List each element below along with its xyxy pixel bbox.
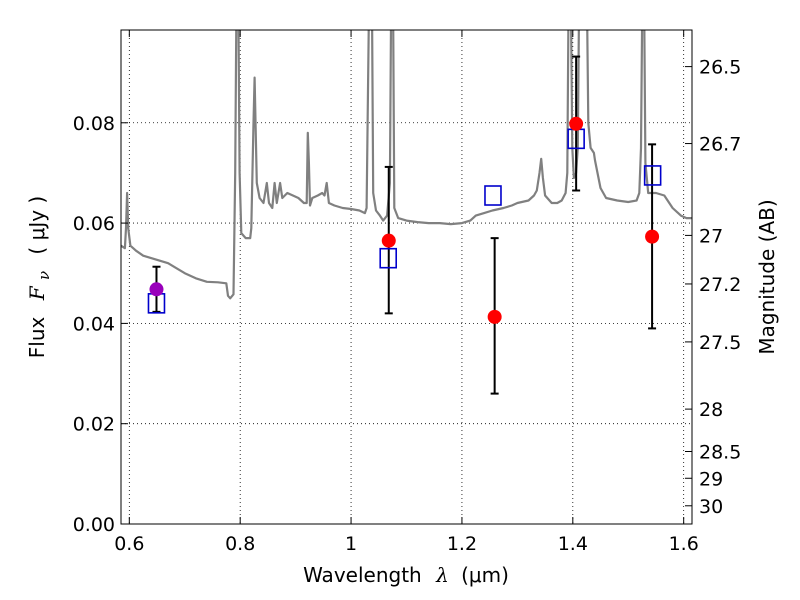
x-tick-label: 1.4 [558, 533, 588, 555]
y2-tick-label: 28.5 [699, 442, 741, 464]
x-tick-label: 1.2 [447, 533, 477, 555]
y2-tick-label: 27 [699, 225, 723, 247]
y2-tick-label: 27.5 [699, 332, 741, 354]
x-tick-label: 0.8 [225, 533, 255, 555]
model-box-marker [379, 247, 398, 269]
x-axis-label-unit: (μm) [461, 563, 509, 587]
y-axis-label-subscript: ν [35, 271, 53, 280]
y2-tick-label: 29 [699, 468, 723, 490]
x-axis-label-prefix: Wavelength [303, 563, 422, 587]
y-tick-label: 0.04 [73, 313, 115, 335]
y2-tick-label: 26.5 [699, 57, 741, 79]
model-box-marker [484, 185, 502, 206]
observed-points [149, 116, 660, 324]
observed-point [487, 309, 502, 324]
observed-point [645, 229, 660, 244]
x-tick-label: 0.6 [114, 533, 144, 555]
y2-tick-label: 28 [699, 399, 723, 421]
plot-frame [120, 29, 693, 525]
y-axis-label-symbol: F [25, 285, 49, 301]
observed-point [569, 116, 584, 131]
model-box-marker [643, 165, 662, 186]
observed-point [149, 282, 164, 297]
y-axis-label-unit: ( μJy ) [25, 196, 49, 255]
y2-tick-labels: 26.5 26.7 27 27.2 27.5 28 28.5 29 30 [699, 57, 741, 518]
y2-tick-label: 26.7 [699, 134, 741, 156]
y-axis-label-prefix: Flux [25, 316, 49, 358]
y-tick-label: 0.06 [73, 213, 115, 235]
y-tick-labels: 0.00 0.02 0.04 0.06 0.08 [73, 113, 115, 536]
x-axis-label-symbol: λ [435, 563, 449, 587]
x-tick-label: 1 [345, 533, 357, 555]
y-tick-label: 0.02 [73, 414, 115, 436]
x-axis-label: Wavelength λ (μm) [303, 563, 509, 587]
observed-point [381, 233, 396, 248]
y-tick-label: 0.08 [73, 113, 115, 135]
y-tick-label: 0.00 [73, 514, 115, 536]
plot-background [121, 30, 692, 524]
axis-ticks [121, 30, 692, 525]
model-spectrum-line [121, 30, 692, 300]
y2-tick-label: 27.2 [699, 274, 741, 296]
x-tick-labels: 0.6 0.8 1 1.2 1.4 1.6 [114, 533, 699, 555]
x-tick-label: 1.6 [669, 533, 699, 555]
y2-axis-label: Magnitude (AB) [755, 199, 779, 354]
y-axis-label: Flux F ν ( μJy ) [25, 196, 54, 358]
model-spectrum [121, 30, 692, 300]
y2-tick-label: 30 [699, 496, 723, 518]
